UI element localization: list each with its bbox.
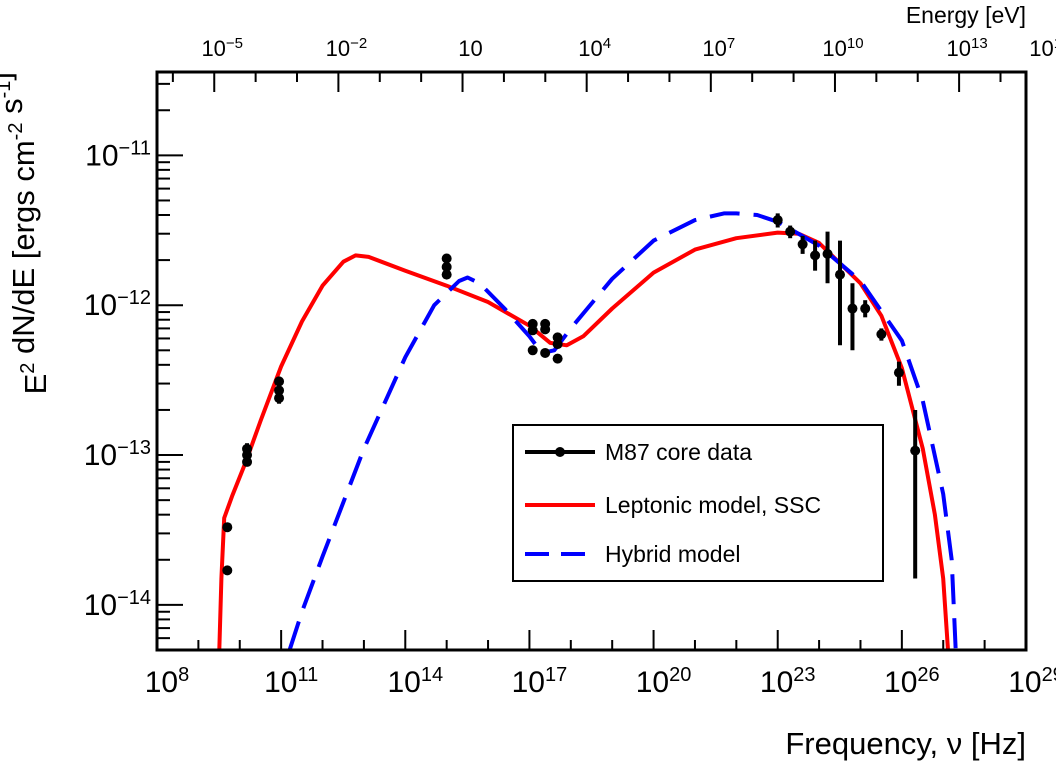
y-tick-labels: 10−14 10−13 10−12 10−11 [84,137,151,622]
data-point [810,250,821,261]
data-point [242,450,253,461]
data-point [222,522,233,533]
y-tick-label: 10−13 [84,437,151,472]
data-point [540,347,551,358]
x-tick-label: 108 [145,664,190,699]
data-point [822,248,833,259]
legend-label-leptonic: Leptonic model, SSC [605,492,821,518]
top-tick-label: 10−5 [201,35,243,61]
data-point [540,324,551,335]
data-point [274,393,285,404]
y-tick-label: 10−11 [85,137,151,172]
plot-frame [155,70,1028,652]
data-point [552,353,563,364]
data-point [910,445,921,456]
data-point [797,239,808,250]
top-tick-label: 1015 [1029,35,1056,61]
top-axis-title: Energy [eV] [906,2,1026,28]
top-tick-label: 1010 [822,35,863,61]
x-tick-label: 1026 [884,664,940,699]
data-point [834,269,845,280]
top-tick-label: 104 [578,35,611,61]
x-tick-label: 1017 [512,664,568,699]
top-tick-label: 1013 [947,35,988,61]
data-point [785,226,796,237]
data-point [527,325,538,336]
data-point [893,367,904,378]
data-point [876,329,887,340]
hybrid-model-curve [287,211,958,650]
data-point [527,345,538,356]
legend-label-hybrid: Hybrid model [605,541,741,567]
legend-swatch-data-marker [555,447,565,457]
legend: M87 core data Leptonic model, SSC Hybrid… [512,424,884,582]
data-point [242,456,253,467]
data-point [847,303,858,314]
data-point [274,376,285,387]
data-point [441,261,452,272]
top-tick-labels: 10−5 10−2 10 104 107 1010 1013 1015 [201,35,1056,61]
data-point [860,303,871,314]
x-axis-title: Frequency, ν [Hz] [785,726,1026,761]
data-point [274,385,285,396]
model-curves [217,211,958,650]
data-point [441,269,452,280]
x-tick-labels: 108 1011 1014 1017 1020 1023 1026 1029 [145,664,1056,699]
data-point [441,253,452,264]
top-tick-label: 10−2 [326,35,368,61]
data-point [772,215,783,226]
legend-label-data: M87 core data [605,439,752,465]
x-tick-label: 1023 [760,664,816,699]
data-points [222,213,921,579]
y-tick-label: 10−12 [84,287,151,322]
data-point [552,339,563,350]
leptonic-model-curve [217,230,950,650]
y-axis-title: E2 dN/dE [ergs cm-2 s-1] [0,72,53,394]
x-tick-label: 1020 [636,664,692,699]
x-tick-label: 1014 [387,664,443,699]
top-tick-label: 10 [458,36,482,61]
x-tick-label: 1011 [264,664,318,699]
top-tick-label: 107 [702,35,735,61]
y-tick-label: 10−14 [84,587,151,622]
x-tick-label: 1029 [1008,664,1056,699]
data-point [222,565,233,576]
